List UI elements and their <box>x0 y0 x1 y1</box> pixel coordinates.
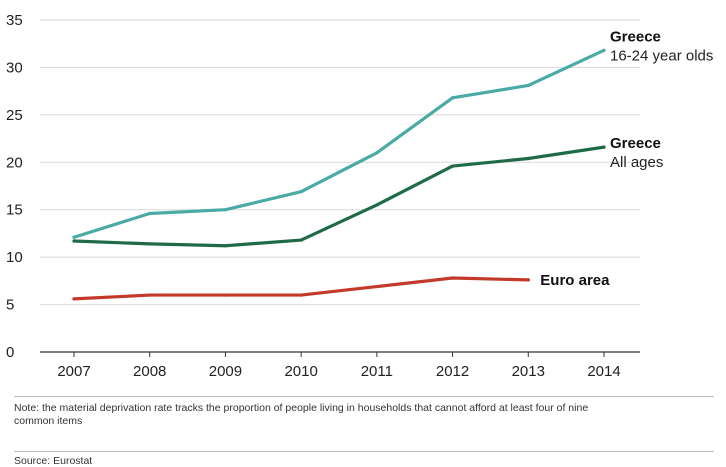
y-tick-label: 15 <box>6 202 23 219</box>
series-label-euro-area: Euro area <box>540 272 610 289</box>
y-axis: 0 5 10 15 20 25 30 35 <box>6 12 23 361</box>
x-tick-label: 2014 <box>587 363 620 380</box>
data-point-euro <box>526 278 530 282</box>
x-tick-label: 2008 <box>133 363 166 380</box>
data-point-greece_youth <box>375 151 379 155</box>
data-point-euro <box>299 293 303 297</box>
data-point-greece_youth <box>526 83 530 88</box>
data-point-greece_youth <box>450 96 455 100</box>
series-label-greece-youth-group: 16-24 year olds <box>610 47 713 64</box>
data-point-greece_all <box>450 164 455 168</box>
series-lines <box>72 48 606 301</box>
x-tick-label: 2013 <box>512 363 545 380</box>
note-divider <box>14 396 714 397</box>
data-point-greece_all <box>148 242 152 246</box>
y-tick-label: 0 <box>6 344 14 361</box>
x-tick-label: 2011 <box>361 363 393 380</box>
y-tick-label: 5 <box>6 297 14 314</box>
data-point-euro <box>223 293 228 297</box>
data-point-greece_all <box>72 239 76 243</box>
series-label-greece-youth-name: Greece <box>610 28 661 45</box>
x-tick-label: 2009 <box>209 363 242 380</box>
data-point-greece_all <box>375 203 379 207</box>
data-point-euro <box>72 297 76 301</box>
x-tick-label: 2012 <box>436 363 469 380</box>
data-point-euro <box>450 276 455 280</box>
y-tick-label: 20 <box>6 154 23 171</box>
series-labels: Greece 16-24 year olds Greece All ages E… <box>540 28 713 289</box>
series-line-greece_all <box>72 145 606 248</box>
data-point-greece_youth <box>72 235 76 239</box>
data-point-euro <box>375 284 379 289</box>
data-point-greece_all <box>223 244 228 248</box>
y-tick-label: 35 <box>6 12 23 29</box>
data-point-greece_all <box>526 156 530 161</box>
data-point-greece_youth <box>148 211 152 216</box>
y-tick-label: 30 <box>6 59 23 76</box>
data-point-greece_youth <box>602 48 606 52</box>
data-point-greece_youth <box>299 190 303 194</box>
chart-source: Source: Eurostat <box>14 455 93 467</box>
data-point-greece_youth <box>223 208 228 212</box>
y-tick-label: 25 <box>6 107 23 124</box>
gridlines <box>40 19 640 353</box>
series-line-greece_youth <box>72 48 606 239</box>
x-tick-label: 2010 <box>284 363 317 380</box>
x-axis: 2007 2008 2009 2010 2011 2012 2013 2014 <box>57 352 621 380</box>
y-tick-label: 10 <box>6 249 23 266</box>
chart-note: Note: the material deprivation rate trac… <box>14 402 589 427</box>
data-point-euro <box>148 293 152 297</box>
series-label-greece-all-name: Greece <box>610 135 661 152</box>
source-divider <box>14 451 714 452</box>
data-point-greece_all <box>299 238 303 242</box>
x-tick-label: 2007 <box>57 363 90 380</box>
series-label-greece-all-group: All ages <box>610 154 663 171</box>
data-point-greece_all <box>602 145 606 149</box>
